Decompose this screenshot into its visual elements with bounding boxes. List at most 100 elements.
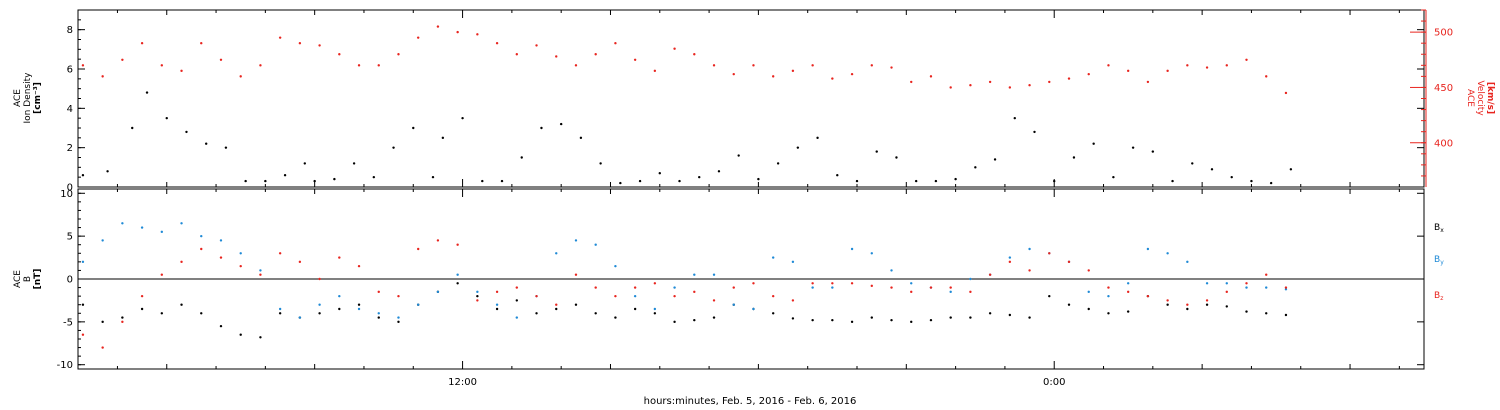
- data-point: [1284, 288, 1288, 291]
- data-point: [949, 286, 952, 289]
- data-point: [165, 116, 168, 120]
- data-point: [929, 75, 933, 78]
- data-point: [1067, 77, 1071, 80]
- data-point: [1067, 303, 1071, 306]
- data-point: [954, 177, 957, 181]
- x-tick-label: 12:00: [448, 377, 477, 388]
- data-point: [1245, 286, 1248, 289]
- data-point: [1126, 282, 1130, 285]
- data-point: [1126, 310, 1130, 313]
- data-point: [614, 294, 617, 298]
- data-point: [160, 273, 164, 276]
- data-point: [298, 41, 302, 45]
- data-point: [278, 307, 282, 311]
- data-point: [855, 179, 859, 183]
- data-point: [520, 156, 523, 159]
- data-point: [313, 179, 316, 183]
- series-ion-density: [81, 91, 1293, 185]
- data-point: [993, 158, 997, 161]
- data-point: [1225, 282, 1228, 285]
- data-point: [1269, 181, 1273, 185]
- data-point: [969, 316, 972, 319]
- data-point: [397, 316, 400, 319]
- data-point: [160, 312, 164, 315]
- data-point: [1205, 299, 1209, 302]
- data-point: [638, 179, 642, 183]
- data-point: [81, 333, 85, 336]
- data-point: [180, 69, 183, 73]
- data-point: [219, 58, 223, 61]
- data-point: [594, 286, 597, 289]
- data-point: [1225, 290, 1228, 294]
- data-point: [949, 316, 952, 319]
- data-point: [392, 146, 395, 149]
- data-point: [81, 174, 85, 177]
- data-point: [1107, 312, 1110, 315]
- data-point: [515, 53, 519, 56]
- data-point: [436, 290, 440, 294]
- data-point: [1265, 312, 1268, 315]
- series-by: [81, 222, 1288, 319]
- data-point: [1112, 175, 1115, 179]
- data-point: [910, 80, 913, 84]
- data-point: [1048, 294, 1051, 298]
- b-y-tick-label: 5: [67, 232, 73, 243]
- data-point: [338, 307, 341, 311]
- data-point: [1087, 72, 1090, 76]
- data-point: [776, 162, 780, 165]
- data-point: [239, 252, 242, 255]
- data-point: [338, 53, 341, 56]
- bottom-panel: -10 -5 0 5 10 ACE B [nT] Bx By Bz: [13, 188, 1444, 371]
- data-point: [298, 316, 302, 319]
- data-point: [771, 312, 775, 315]
- data-point: [515, 286, 519, 289]
- data-point: [1191, 162, 1194, 165]
- data-point: [397, 53, 400, 56]
- data-point: [278, 36, 282, 39]
- data-point: [875, 150, 878, 153]
- data-point: [771, 294, 775, 298]
- data-point: [574, 64, 578, 67]
- data-point: [200, 234, 203, 238]
- data-point: [1186, 64, 1189, 67]
- data-point: [673, 47, 676, 50]
- data-point: [431, 175, 435, 179]
- data-point: [850, 72, 854, 76]
- data-point: [890, 269, 893, 272]
- data-point: [298, 260, 302, 264]
- data-point: [1008, 260, 1012, 264]
- series-velocity: [81, 25, 1288, 95]
- b-y-label: [nT]: [33, 269, 43, 290]
- right-y-label: ACE: [1465, 89, 1475, 107]
- data-point: [1284, 91, 1288, 95]
- data-point: [850, 282, 854, 285]
- data-point: [476, 299, 479, 302]
- data-point: [318, 312, 321, 315]
- data-point: [555, 252, 558, 255]
- data-point: [791, 317, 795, 320]
- data-point: [1072, 156, 1076, 159]
- data-point: [732, 286, 735, 289]
- data-point: [441, 136, 445, 140]
- data-point: [219, 256, 223, 259]
- data-point: [357, 307, 361, 311]
- data-point: [988, 273, 992, 276]
- data-point: [219, 239, 223, 242]
- data-point: [456, 243, 459, 246]
- data-point: [752, 307, 755, 311]
- data-point: [476, 294, 479, 298]
- data-point: [278, 312, 282, 315]
- left-y-label: Ion Density: [23, 72, 33, 124]
- data-point: [357, 303, 361, 306]
- data-point: [239, 264, 242, 268]
- data-point: [1225, 64, 1228, 67]
- data-point: [752, 282, 755, 285]
- data-point: [1146, 247, 1150, 251]
- data-point: [574, 273, 578, 276]
- data-point: [1245, 282, 1248, 285]
- data-point: [1028, 269, 1031, 272]
- data-point: [1166, 303, 1169, 306]
- data-point: [633, 294, 637, 298]
- data-point: [1146, 294, 1150, 298]
